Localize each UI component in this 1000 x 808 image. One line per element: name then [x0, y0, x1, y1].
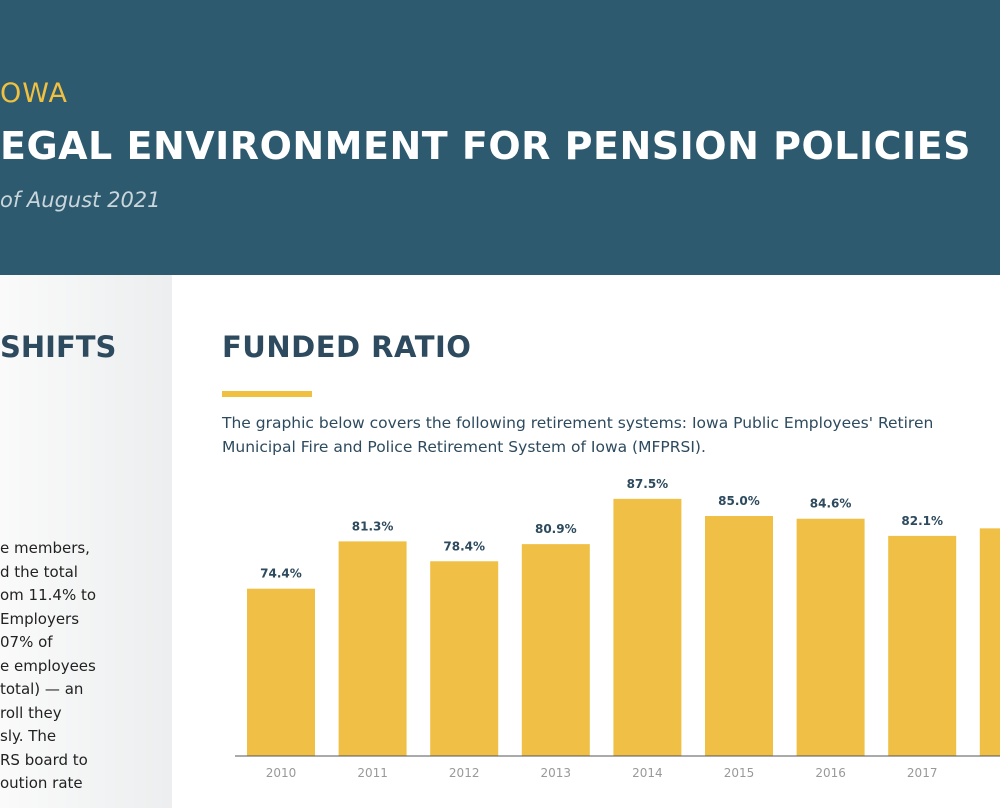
text-line: Employers — [0, 609, 80, 628]
text-line: The graphic below covers the following r… — [222, 414, 934, 432]
state-name: OWA — [0, 78, 68, 109]
bar — [613, 498, 682, 756]
x-tick-label: 2012 — [449, 766, 480, 780]
text-line: 07% of — [0, 633, 53, 651]
text-line: sly. The — [0, 727, 57, 745]
bar — [705, 516, 773, 756]
text-line: roll they — [0, 703, 62, 722]
value-label: 85.0% — [718, 494, 760, 508]
bar — [247, 588, 315, 756]
section-heading: FUNDED RATIO — [222, 330, 472, 364]
text-line: e members, — [0, 539, 90, 557]
heading-rule — [222, 391, 312, 397]
sidebar-text: e members, d the total om 11.4% to Employer… — [0, 537, 96, 796]
text-line: oution rate — [0, 774, 83, 792]
x-tick-label: 2013 — [541, 766, 572, 780]
text-line: e employees — [0, 656, 96, 675]
value-label: 74.4% — [260, 567, 302, 581]
value-label: 81.3% — [352, 519, 394, 533]
x-tick-label: 2010 — [266, 766, 297, 780]
x-tick-label: 2015 — [724, 766, 755, 780]
value-label: 84.6% — [810, 497, 852, 511]
text-line: RS board to — [0, 750, 88, 769]
x-tick-label: 2014 — [632, 766, 663, 780]
bar — [796, 518, 865, 756]
text-line: Municipal Fire and Police Retirement Sys… — [222, 438, 706, 456]
sidebar: SHIFTS e members, d the total om 11.4% to E… — [0, 275, 172, 808]
bar — [979, 528, 1000, 756]
bar — [888, 535, 957, 756]
x-tick-label: 2016 — [815, 766, 846, 780]
value-label: 78.4% — [443, 539, 485, 553]
sidebar-heading: SHIFTS — [0, 330, 117, 364]
bar — [338, 541, 407, 756]
header: OWA EGAL ENVIRONMENT FOR PENSION POLICIE… — [0, 0, 1000, 275]
page-title: EGAL ENVIRONMENT FOR PENSION POLICIES — [0, 124, 971, 168]
x-tick-label: 2011 — [357, 766, 388, 780]
text-line: om 11.4% to — [0, 586, 97, 604]
x-tick-label: 2017 — [907, 766, 938, 780]
description: The graphic below covers the following r… — [222, 411, 933, 459]
bar — [521, 544, 590, 756]
bar — [430, 561, 499, 756]
value-label: 87.5% — [627, 477, 669, 491]
subtitle: of August 2021 — [0, 188, 161, 212]
value-label: 82.1% — [901, 514, 943, 528]
value-label: 80.9% — [535, 522, 577, 536]
text-line: d the total — [0, 562, 78, 581]
text-line: total) — an — [0, 680, 84, 698]
